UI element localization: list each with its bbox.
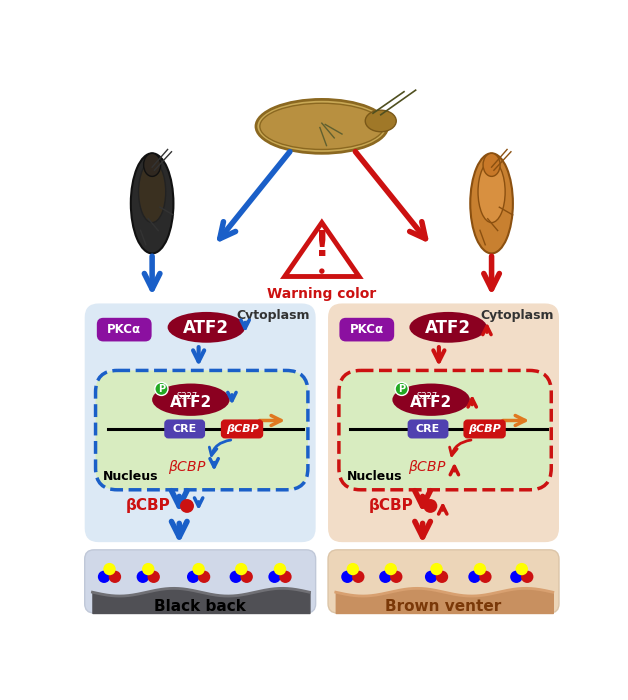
Ellipse shape (474, 563, 486, 575)
Ellipse shape (436, 570, 448, 583)
Ellipse shape (274, 563, 286, 575)
Ellipse shape (392, 384, 470, 416)
Text: PKCα: PKCα (350, 323, 384, 336)
Ellipse shape (230, 570, 242, 583)
Text: CRE: CRE (173, 424, 197, 434)
Ellipse shape (510, 570, 522, 583)
Text: !: ! (313, 229, 330, 262)
Polygon shape (284, 223, 359, 276)
Text: Cytoplasm: Cytoplasm (236, 309, 310, 322)
Text: Black back: Black back (154, 599, 246, 615)
Ellipse shape (235, 563, 247, 575)
Text: Cytoplasm: Cytoplasm (480, 309, 553, 322)
Text: βCBP: βCBP (225, 424, 258, 434)
Text: ATF2: ATF2 (170, 395, 212, 410)
Ellipse shape (483, 153, 500, 176)
Ellipse shape (103, 563, 116, 575)
FancyBboxPatch shape (339, 370, 551, 490)
Ellipse shape (425, 570, 437, 583)
Ellipse shape (516, 563, 528, 575)
Ellipse shape (155, 382, 168, 396)
Ellipse shape (468, 570, 480, 583)
Ellipse shape (260, 103, 384, 150)
Ellipse shape (390, 570, 403, 583)
Ellipse shape (341, 570, 354, 583)
Text: βCBP: βCBP (468, 424, 501, 434)
Ellipse shape (521, 570, 533, 583)
FancyBboxPatch shape (85, 550, 316, 613)
Ellipse shape (148, 570, 160, 583)
Ellipse shape (430, 563, 443, 575)
Text: ATF2: ATF2 (410, 395, 452, 410)
Text: ATF2: ATF2 (183, 319, 229, 337)
Text: Nucleus: Nucleus (347, 470, 402, 483)
Ellipse shape (137, 570, 149, 583)
Ellipse shape (98, 570, 111, 583)
FancyBboxPatch shape (409, 421, 447, 438)
Ellipse shape (379, 570, 392, 583)
Ellipse shape (268, 570, 281, 583)
Text: $\it{\beta CBP}$: $\it{\beta CBP}$ (408, 458, 447, 477)
Ellipse shape (152, 384, 230, 416)
Ellipse shape (479, 570, 492, 583)
FancyBboxPatch shape (328, 304, 559, 542)
Ellipse shape (478, 161, 505, 223)
Text: P: P (158, 384, 165, 394)
FancyBboxPatch shape (165, 421, 204, 438)
Ellipse shape (168, 312, 245, 343)
Text: Warning color: Warning color (268, 287, 376, 301)
Text: ATF2: ATF2 (425, 319, 471, 337)
Ellipse shape (131, 153, 173, 253)
Text: CRE: CRE (416, 424, 440, 434)
Ellipse shape (139, 161, 166, 223)
Ellipse shape (180, 499, 194, 513)
Text: Brown venter: Brown venter (386, 599, 502, 615)
Ellipse shape (192, 563, 205, 575)
Text: S327: S327 (176, 392, 198, 401)
Ellipse shape (142, 563, 154, 575)
Text: βCBP: βCBP (369, 498, 414, 514)
Ellipse shape (365, 110, 396, 132)
Ellipse shape (279, 570, 291, 583)
Text: S327: S327 (416, 392, 438, 401)
Ellipse shape (409, 312, 487, 343)
Ellipse shape (241, 570, 253, 583)
Ellipse shape (109, 570, 121, 583)
Text: βCBP: βCBP (126, 498, 171, 514)
Ellipse shape (256, 99, 387, 153)
Ellipse shape (352, 570, 364, 583)
Ellipse shape (144, 153, 161, 176)
Ellipse shape (395, 382, 408, 396)
FancyBboxPatch shape (340, 319, 393, 340)
Ellipse shape (319, 268, 325, 274)
FancyBboxPatch shape (328, 550, 559, 613)
Ellipse shape (470, 153, 513, 253)
Ellipse shape (198, 570, 210, 583)
Ellipse shape (347, 563, 359, 575)
FancyBboxPatch shape (465, 421, 505, 438)
Ellipse shape (384, 563, 397, 575)
FancyBboxPatch shape (222, 421, 262, 438)
FancyBboxPatch shape (85, 304, 316, 542)
Ellipse shape (423, 499, 437, 513)
Ellipse shape (187, 570, 200, 583)
FancyBboxPatch shape (98, 319, 151, 340)
Text: P: P (398, 384, 405, 394)
Text: $\it{\beta CBP}$: $\it{\beta CBP}$ (168, 458, 206, 477)
Text: PKCα: PKCα (107, 323, 141, 336)
FancyBboxPatch shape (95, 370, 308, 490)
Text: Nucleus: Nucleus (103, 470, 159, 483)
